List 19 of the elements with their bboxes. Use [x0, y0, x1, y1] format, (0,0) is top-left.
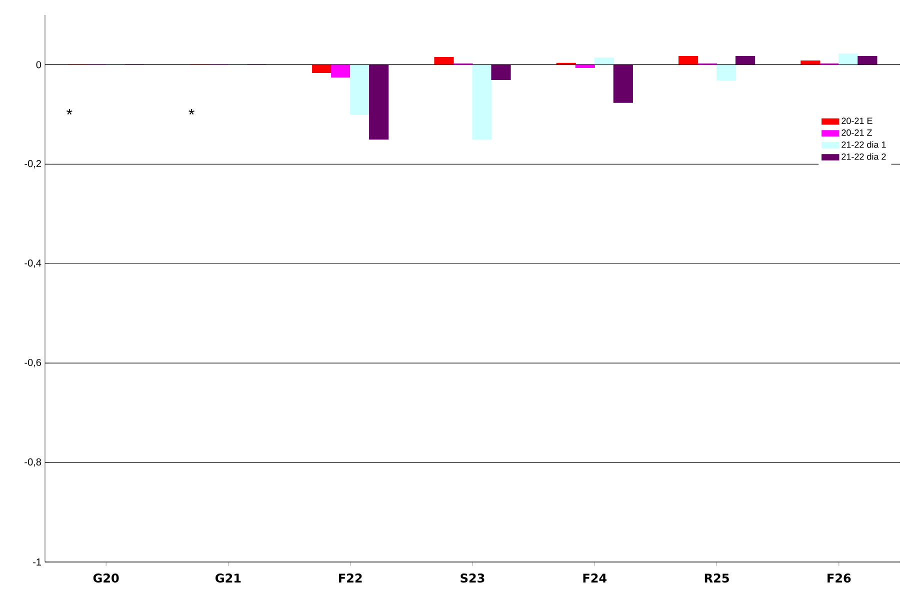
y-tick-label: -0,2 — [24, 160, 41, 168]
x-tick-label: F22 — [339, 574, 362, 582]
x-tick-label: G20 — [93, 574, 119, 583]
annotation: * — [66, 108, 72, 115]
x-tick-label: F24 — [583, 574, 607, 582]
x-tick-label: G21 — [216, 574, 241, 583]
x-tick-label: S23 — [460, 574, 484, 583]
y-tick-label: -0,4 — [24, 260, 42, 268]
y-tick-label: -0,8 — [24, 458, 42, 467]
legend-label: 21-22 dia 1 — [842, 141, 886, 148]
y-tick-label: -0,6 — [24, 358, 42, 368]
legend-label: 21-22 dia 2 — [842, 153, 886, 160]
y-tick-label: 0 — [36, 61, 42, 68]
x-tick-label: F26 — [828, 574, 851, 583]
x-tick-label: R25 — [704, 574, 729, 583]
annotation: * — [188, 108, 194, 115]
legend-label: 20-21 Z — [842, 129, 872, 136]
legend-label: 20-21 E — [842, 118, 872, 124]
y-tick-label: -1 — [33, 558, 41, 566]
